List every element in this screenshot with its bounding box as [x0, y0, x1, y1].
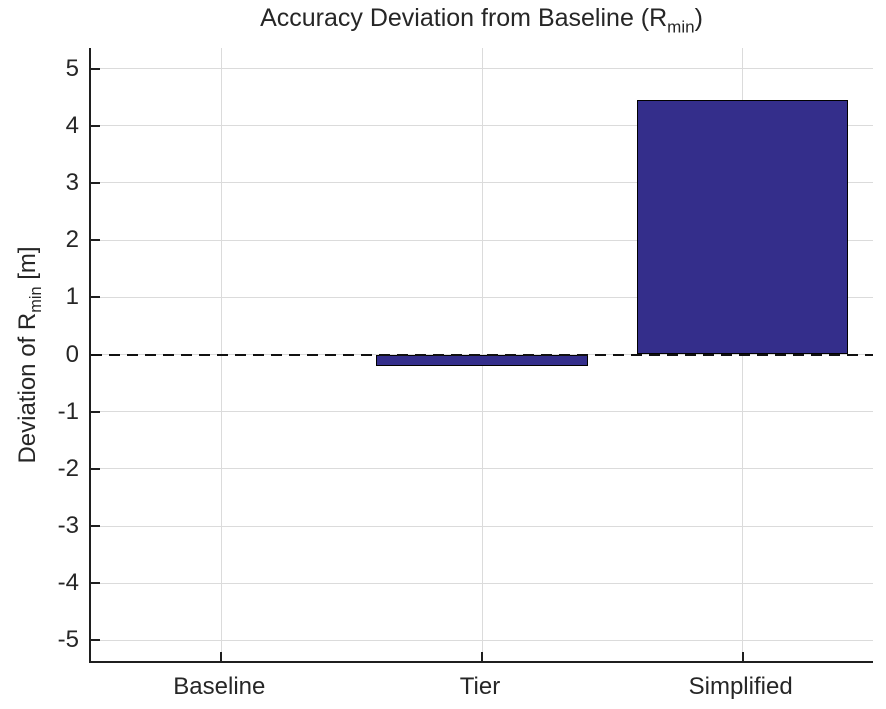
y-tick-label: -2 [57, 454, 79, 482]
y-axis-tick [91, 410, 100, 413]
y-tick-label: -5 [57, 626, 79, 654]
y-axis-label-text: Deviation of R [13, 312, 41, 464]
chart-title: Accuracy Deviation from Baseline (Rmin) [90, 4, 873, 37]
x-axis-tick [481, 652, 483, 661]
y-axis-tick [91, 239, 100, 242]
chart-title-subscript: min [667, 17, 695, 37]
x-tick-label: Baseline [173, 673, 266, 700]
bar-simplified [637, 100, 849, 355]
y-axis-tick [91, 124, 100, 127]
y-axis-tick [91, 296, 100, 299]
x-tick-label: Simplified [688, 673, 793, 700]
y-tick-label: -4 [57, 569, 79, 597]
y-axis-tick [91, 467, 100, 470]
y-tick-label: 1 [65, 283, 79, 311]
chart-title-text: Accuracy Deviation from Baseline (R [260, 4, 668, 32]
y-tick-label: -1 [57, 397, 79, 425]
zero-baseline-dashed-line [91, 353, 873, 356]
x-axis-tick [741, 652, 744, 661]
y-tick-label: 0 [65, 340, 79, 368]
y-tick-label: 2 [65, 226, 79, 254]
x-axis-tick [220, 652, 223, 661]
plot-area [89, 48, 873, 663]
y-axis-tick [91, 67, 100, 70]
y-axis-tick [91, 525, 100, 528]
y-axis-tick [91, 582, 100, 585]
y-axis-tick [91, 639, 100, 642]
y-axis-tick [91, 181, 100, 184]
x-tick-label: Tier [459, 673, 501, 700]
y-tick-label: 3 [65, 168, 79, 196]
y-tick-label: 5 [65, 54, 79, 82]
y-tick-label: -3 [57, 512, 79, 540]
y-tick-label: 4 [65, 111, 79, 139]
bar-tier [376, 354, 588, 366]
chart-title-close: ) [694, 4, 703, 32]
